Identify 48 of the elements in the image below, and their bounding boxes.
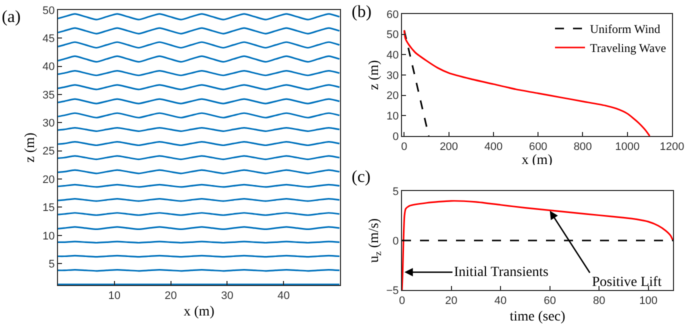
y-tick-label: 60 — [386, 8, 399, 21]
y-tick-label: 0 — [392, 235, 399, 248]
x-tick-label: 40 — [277, 290, 290, 302]
y-tick-label: 20 — [386, 90, 399, 102]
annotation: Initial Transients — [454, 265, 549, 280]
x-tick-label: 1000 — [615, 141, 640, 154]
y-tick-label: 30 — [42, 118, 55, 130]
x-tick-label: 400 — [484, 141, 503, 154]
y-tick-label: 40 — [386, 50, 399, 62]
x-tick-label: 100 — [639, 295, 658, 308]
y-tick-label: 35 — [42, 89, 55, 102]
y-axis-title: z (m) — [367, 60, 382, 90]
y-tick-label: 10 — [386, 110, 399, 123]
x-tick-label: 80 — [592, 295, 606, 308]
y-tick-label: 10 — [42, 230, 55, 242]
legend-label: Traveling Wave — [590, 41, 666, 56]
y-tick-label: 5 — [392, 186, 399, 198]
legend-label: Uniform Wind — [590, 22, 660, 36]
y-tick-label: 45 — [42, 33, 55, 46]
chart-title: (b) — [352, 2, 372, 21]
y-tick-label: 25 — [42, 146, 55, 158]
y-tick-label: 50 — [386, 29, 399, 42]
line-series — [402, 200, 673, 290]
y-axis-title: z (m) — [23, 132, 38, 162]
x-tick-label: 60 — [544, 295, 556, 308]
y-tick-label: −5 — [386, 284, 399, 297]
x-tick-label: 40 — [494, 295, 507, 308]
x-tick-label: 10 — [108, 290, 121, 302]
x-tick-label: 20 — [445, 295, 458, 308]
y-tick-label: 40 — [42, 61, 55, 74]
x-tick-label: 800 — [574, 141, 592, 154]
y-tick-label: 50 — [42, 4, 55, 17]
x-tick-label: 0 — [401, 141, 408, 154]
x-axis-title: time (sec) — [510, 310, 566, 324]
y-tick-label: 0 — [392, 130, 399, 143]
x-tick-label: 20 — [164, 290, 177, 302]
y-tick-label: 15 — [42, 202, 55, 214]
x-tick-label: 1200 — [660, 141, 684, 154]
x-axis-title: x (m) — [184, 304, 215, 320]
annotation: Positive Lift — [592, 275, 662, 290]
chart-title: (c) — [352, 166, 371, 186]
x-tick-label: 200 — [440, 141, 458, 154]
y-tick-label: 20 — [42, 174, 55, 186]
chart-title: (a) — [2, 6, 21, 26]
x-tick-label: 600 — [528, 141, 548, 154]
y-tick-label: 5 — [48, 258, 55, 270]
y-tick-label: 30 — [386, 70, 399, 82]
x-tick-label: 30 — [221, 290, 234, 302]
